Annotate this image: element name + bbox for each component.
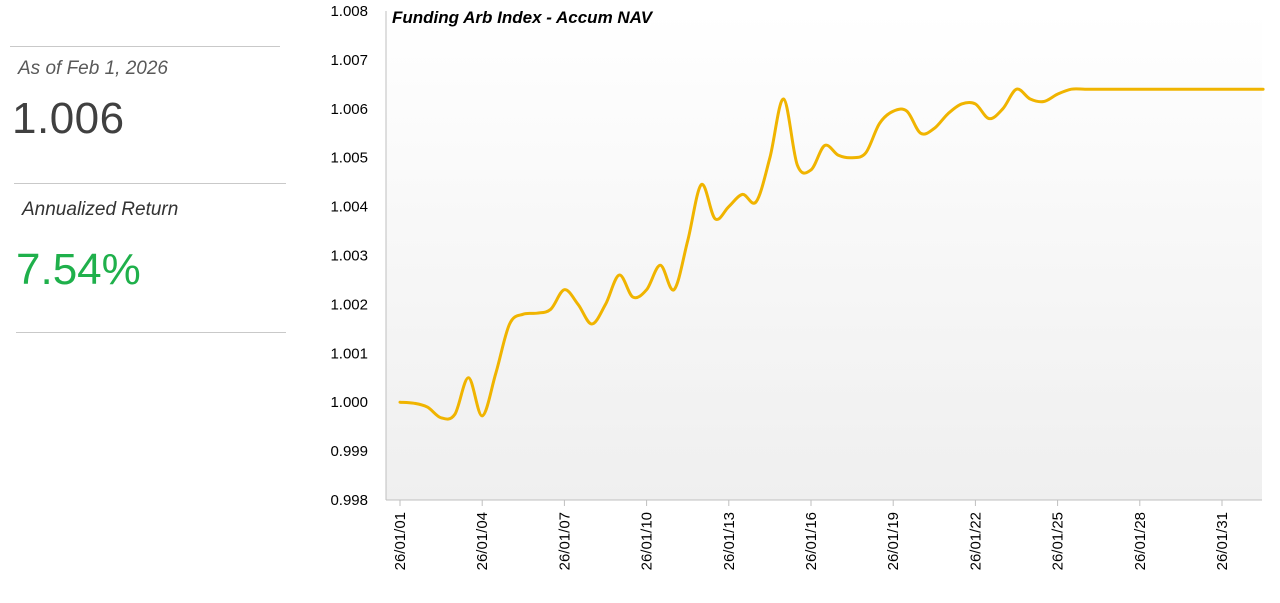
x-tick-label: 26/01/28 [1132,512,1149,570]
y-tick-label: 1.000 [330,394,368,411]
x-axis: 26/01/01 26/01/04 26/01/07 26/01/10 26/01/13… [386,499,1262,570]
series-line-accum-nav [398,87,1265,421]
divider-middle [14,183,286,184]
y-tick-label: 1.006 [330,101,368,118]
annualized-return-value: 7.54% [16,245,141,294]
divider-bottom [16,332,286,333]
divider-top [10,46,280,47]
x-tick-label: 26/01/04 [474,512,491,570]
annualized-return-label: Annualized Return [22,199,179,220]
x-tick-label: 26/01/22 [967,512,984,570]
y-tick-label: 0.998 [330,492,368,509]
y-tick-label: 1.004 [330,199,368,216]
as-of-label: As of Feb 1, 2026 [18,58,168,79]
nav-value: 1.006 [12,94,125,143]
x-tick-label: 26/01/10 [639,512,656,570]
chart-title: Funding Arb Index - Accum NAV [392,8,654,27]
x-tick-label: 26/01/25 [1050,512,1067,570]
y-tick-label: 1.008 [330,3,368,20]
y-tick-label: 1.003 [330,248,368,265]
y-axis: 0.998 0.999 1.000 1.001 1.002 1.003 1.004 1.005… [330,3,387,509]
x-tick-label: 26/01/31 [1214,512,1231,570]
y-tick-label: 0.999 [330,443,368,460]
x-tick-label: 26/01/19 [885,512,902,570]
plot-area [386,11,1262,500]
y-tick-label: 1.002 [330,296,368,313]
y-tick-label: 1.005 [330,150,368,167]
x-tick-label: 26/01/01 [392,512,409,570]
x-tick-label: 26/01/16 [803,512,820,570]
y-tick-label: 1.001 [330,345,368,362]
x-tick-label: 26/01/13 [721,512,738,570]
y-tick-label: 1.007 [330,52,368,69]
x-tick-label: 26/01/07 [556,512,573,570]
